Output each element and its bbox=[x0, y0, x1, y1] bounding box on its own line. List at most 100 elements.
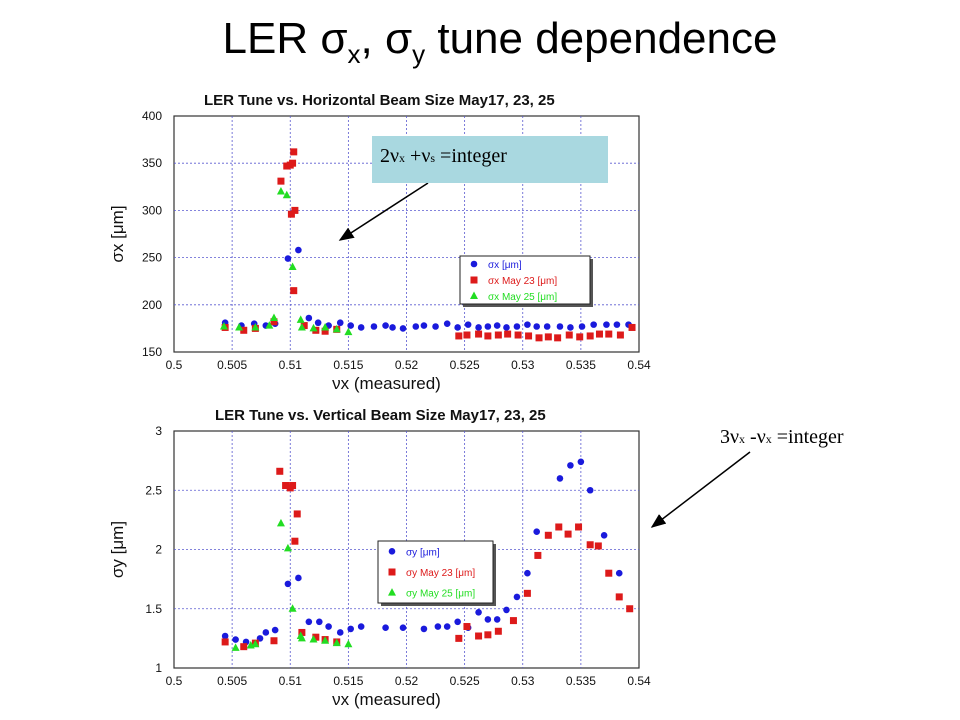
data-point-series-2 bbox=[535, 334, 543, 342]
data-point-series-3 bbox=[219, 322, 228, 330]
callout-bottom-part-c: =integer bbox=[771, 426, 844, 448]
callout-top-part-a: 2ν bbox=[380, 145, 400, 167]
data-point-series-3 bbox=[297, 633, 306, 642]
data-point-series-1 bbox=[434, 623, 442, 630]
data-point-series-1 bbox=[503, 606, 510, 614]
callout-bottom-sub-b: x bbox=[765, 432, 772, 446]
data-point-series-3 bbox=[276, 518, 285, 527]
data-point-series-1 bbox=[454, 324, 461, 331]
callout-bottom-sub-a: x bbox=[739, 432, 746, 446]
data-point-series-1 bbox=[399, 624, 407, 632]
data-point-series-1 bbox=[613, 321, 621, 328]
data-point-series-1 bbox=[336, 629, 344, 636]
y-tick-label: 1 bbox=[155, 661, 162, 675]
callout-bottom-part-b: -ν bbox=[745, 426, 766, 448]
data-point-series-2 bbox=[270, 637, 278, 645]
y-tick-label: 400 bbox=[142, 109, 162, 123]
legend-entry: σy [μm] bbox=[406, 547, 440, 558]
chart-title-vertical: LER Tune vs. Vertical Beam Size May17, 2… bbox=[215, 407, 546, 424]
x-tick-label: 0.51 bbox=[279, 674, 303, 688]
data-point-series-1 bbox=[578, 323, 586, 330]
x-axis-label: νx (measured) bbox=[332, 690, 441, 709]
x-tick-label: 0.535 bbox=[566, 674, 596, 688]
data-point-series-1 bbox=[316, 618, 323, 626]
data-point-series-1 bbox=[432, 323, 439, 330]
data-point-series-1 bbox=[503, 324, 510, 331]
data-point-series-2 bbox=[240, 326, 248, 334]
callout-top-sub-b: s bbox=[430, 151, 436, 165]
data-point-series-1 bbox=[382, 624, 389, 632]
chart-title-horizontal: LER Tune vs. Horizontal Beam Size May17,… bbox=[204, 92, 555, 109]
data-point-series-1 bbox=[556, 323, 564, 330]
data-point-series-2 bbox=[291, 206, 299, 214]
legend-marker bbox=[388, 588, 396, 596]
data-point-series-2 bbox=[484, 631, 492, 639]
data-point-series-2 bbox=[586, 541, 594, 549]
callout-bottom-part-a: 3ν bbox=[720, 426, 740, 448]
title-sigma-y: σ bbox=[384, 14, 413, 63]
data-point-series-3 bbox=[297, 322, 306, 331]
data-point-series-1 bbox=[493, 322, 501, 329]
data-point-series-1 bbox=[221, 632, 229, 640]
data-point-series-1 bbox=[586, 486, 594, 494]
data-point-series-3 bbox=[321, 636, 330, 644]
data-point-series-1 bbox=[567, 324, 574, 331]
data-point-series-2 bbox=[270, 318, 278, 326]
x-tick-label: 0.5 bbox=[166, 358, 183, 372]
x-axis-label: νx (measured) bbox=[332, 374, 441, 393]
chart-vertical-beam-size: 0.5 0.505 0.51 0.515 0.52 0.525 0.53 0.535 0.54 1… bbox=[108, 424, 651, 709]
data-point-series-3 bbox=[296, 315, 305, 323]
data-point-series-1 bbox=[305, 618, 313, 626]
data-point-series-3 bbox=[251, 322, 260, 331]
data-point-series-1 bbox=[347, 625, 355, 633]
data-point-series-1 bbox=[314, 319, 322, 327]
data-point-series-2 bbox=[555, 523, 563, 531]
data-point-series-2 bbox=[475, 632, 483, 640]
legend-box bbox=[459, 255, 591, 305]
data-point-series-2 bbox=[240, 643, 248, 651]
data-point-series-2 bbox=[605, 330, 613, 338]
data-point-series-3 bbox=[309, 635, 318, 643]
x-tick-label: 0.52 bbox=[395, 358, 419, 372]
data-point-series-1 bbox=[513, 323, 521, 330]
data-point-series-2 bbox=[544, 333, 552, 341]
title-sub-x: x bbox=[347, 39, 361, 69]
title-sigma-x: σ bbox=[320, 14, 348, 63]
legend-marker bbox=[388, 548, 396, 555]
data-point-series-2 bbox=[276, 467, 284, 475]
data-point-series-1 bbox=[412, 323, 420, 330]
data-point-series-2 bbox=[300, 322, 308, 330]
data-point-series-2 bbox=[565, 331, 573, 339]
x-tick-label: 0.54 bbox=[627, 674, 651, 688]
data-point-series-1 bbox=[484, 323, 492, 330]
data-point-series-1 bbox=[556, 475, 564, 482]
x-tick-label: 0.52 bbox=[395, 674, 419, 688]
data-point-series-1 bbox=[454, 618, 461, 626]
title-suffix: tune dependence bbox=[425, 14, 778, 63]
y-axis-label: σy [μm] bbox=[108, 521, 127, 578]
y-tick-label: 350 bbox=[142, 156, 162, 170]
y-tick-label: 2 bbox=[155, 543, 162, 557]
callout-top-part-b: +ν bbox=[405, 145, 431, 167]
data-point-series-2 bbox=[494, 331, 502, 339]
callout-top-part-c: =integer bbox=[435, 145, 507, 167]
data-point-series-2 bbox=[509, 617, 517, 625]
data-point-series-3 bbox=[231, 643, 240, 651]
data-point-series-2 bbox=[291, 537, 299, 545]
x-tick-label: 0.525 bbox=[450, 358, 480, 372]
data-point-series-2 bbox=[455, 332, 463, 340]
y-tick-label: 200 bbox=[142, 298, 162, 312]
data-point-series-2 bbox=[616, 331, 624, 339]
data-point-series-1 bbox=[615, 569, 623, 577]
data-point-series-1 bbox=[271, 626, 279, 634]
data-point-series-2 bbox=[525, 332, 533, 340]
data-point-series-2 bbox=[221, 638, 229, 646]
data-point-series-2 bbox=[289, 159, 297, 167]
legend-entry: σx May 23 [μm] bbox=[488, 276, 557, 287]
legend-box bbox=[377, 540, 494, 604]
callout-resonance-top: 2νx +νs =integer bbox=[372, 136, 608, 183]
x-tick-label: 0.53 bbox=[511, 674, 535, 688]
data-point-series-2 bbox=[595, 330, 603, 338]
data-point-series-1 bbox=[262, 629, 270, 636]
data-point-series-1 bbox=[567, 462, 574, 469]
